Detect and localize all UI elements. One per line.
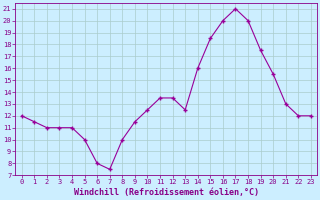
X-axis label: Windchill (Refroidissement éolien,°C): Windchill (Refroidissement éolien,°C) xyxy=(74,188,259,197)
